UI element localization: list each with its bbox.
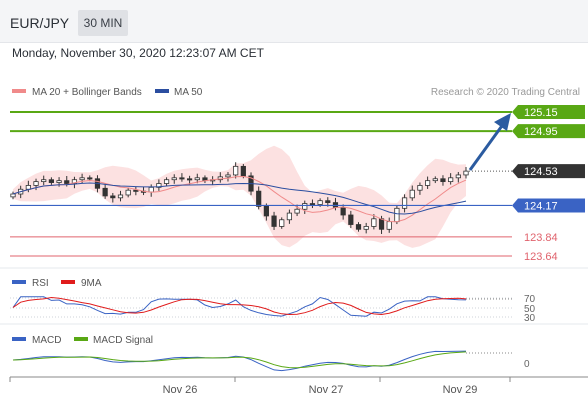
candle-body	[409, 189, 415, 199]
legend-label-macd: MACD	[32, 335, 61, 346]
candle-body	[448, 177, 454, 183]
rsi-line	[12, 296, 467, 317]
candle-body	[417, 185, 423, 191]
level-label-4: 123.64	[524, 251, 558, 263]
candle-body	[325, 200, 331, 203]
rsi-tick-50: 50	[524, 304, 536, 315]
legend-swatch-macd	[12, 337, 26, 341]
candle-body	[56, 180, 62, 183]
level-label-1: 124.95	[524, 126, 558, 138]
legend-swatch-macd-signal	[74, 337, 88, 341]
level-label-0: 125.15	[524, 107, 558, 119]
legend-swatch-ma50	[155, 89, 169, 93]
candle-body	[10, 193, 16, 198]
candle-body	[340, 206, 346, 216]
candle-body	[309, 203, 316, 206]
level-tag-0	[512, 105, 585, 119]
candle-body	[48, 179, 54, 183]
candle-body	[71, 179, 78, 184]
candle-body	[455, 174, 461, 179]
bollinger-band	[13, 145, 466, 248]
last-price-label: 124.53	[524, 166, 558, 178]
legend-label-macd-signal: MACD Signal	[93, 335, 153, 346]
legend-swatch-rsi	[12, 280, 26, 284]
candle-body	[440, 178, 446, 183]
candle-body	[240, 165, 246, 177]
x-tick-nov27: Nov 27	[309, 384, 344, 396]
candle-body	[355, 224, 362, 230]
candle-body	[371, 218, 377, 227]
candle-body	[286, 212, 293, 221]
candle-body	[117, 194, 124, 199]
candle-body	[294, 208, 300, 214]
chart-header: EUR/JPY 30 MIN	[0, 0, 588, 43]
candle-body	[432, 178, 438, 182]
candle-body	[125, 189, 131, 196]
candle-body	[171, 177, 177, 181]
level-label-2: 124.17	[524, 200, 558, 212]
candle-body	[378, 218, 385, 230]
ma20-line	[12, 175, 467, 223]
macd-line	[12, 350, 467, 372]
candle-body	[256, 190, 262, 207]
candle-body	[225, 174, 231, 178]
candle-body	[317, 200, 323, 205]
candle-body	[386, 221, 392, 230]
candle-body	[348, 214, 354, 225]
candle-body	[133, 189, 139, 192]
candle-body	[394, 207, 400, 223]
candle-body	[148, 186, 154, 193]
projection-arrow	[468, 122, 506, 171]
candle-body	[102, 187, 108, 197]
symbol-label: EUR/JPY	[10, 15, 70, 31]
candle-body	[163, 179, 170, 184]
candle-body	[363, 226, 369, 230]
candle-body	[87, 177, 93, 180]
candle-body	[186, 178, 193, 181]
candle-body	[271, 215, 277, 227]
candle-body	[401, 197, 408, 209]
datetime-label: Monday, November 30, 2020 12:23:07 AM CE…	[12, 46, 264, 60]
legend-label-rsi-ma: 9MA	[81, 278, 102, 289]
x-tick-nov29: Nov 29	[443, 384, 478, 396]
ma50-line	[12, 182, 467, 215]
level-tag-2	[512, 198, 585, 213]
levels-group: 125.15 124.95 124.17 123.84 123.64 124.53	[10, 105, 585, 263]
legend-label-rsi: RSI	[32, 278, 49, 289]
candle-body	[79, 177, 85, 181]
candle-body	[463, 170, 469, 176]
legend-label-ma50: MA 50	[174, 87, 203, 98]
candle-body	[279, 219, 285, 227]
candle-body	[156, 183, 162, 188]
candle-body	[233, 165, 239, 176]
macd-signal-line	[12, 351, 467, 369]
projection-arrow-head	[494, 113, 511, 131]
candle-body	[179, 177, 185, 180]
candle-body	[33, 181, 39, 186]
x-tick-nov26: Nov 26	[163, 384, 198, 396]
candle-body	[64, 180, 70, 184]
last-price-tag	[512, 164, 585, 179]
legend-swatch-rsi-ma	[61, 280, 75, 284]
candle-body	[425, 180, 431, 186]
rsi-tick-70: 70	[524, 294, 536, 305]
rsi-tick-30: 30	[524, 313, 536, 324]
candle-body	[194, 177, 200, 181]
legend-label-ma20: MA 20 + Bollinger Bands	[32, 87, 142, 98]
candle-body	[302, 203, 308, 210]
candle-body	[41, 179, 47, 183]
rsi-ma-line	[12, 296, 467, 316]
legend-swatch-ma20	[12, 89, 26, 93]
macd-tick-zero: 0	[524, 359, 530, 370]
candle-body	[110, 195, 116, 199]
credit-label: Research © 2020 Trading Central	[431, 87, 580, 98]
level-tag-1	[512, 124, 585, 139]
level-label-3: 123.84	[524, 232, 558, 244]
candle-body	[25, 185, 31, 190]
candle-body	[263, 206, 269, 217]
timeframe-button[interactable]: 30 MIN	[78, 10, 128, 36]
